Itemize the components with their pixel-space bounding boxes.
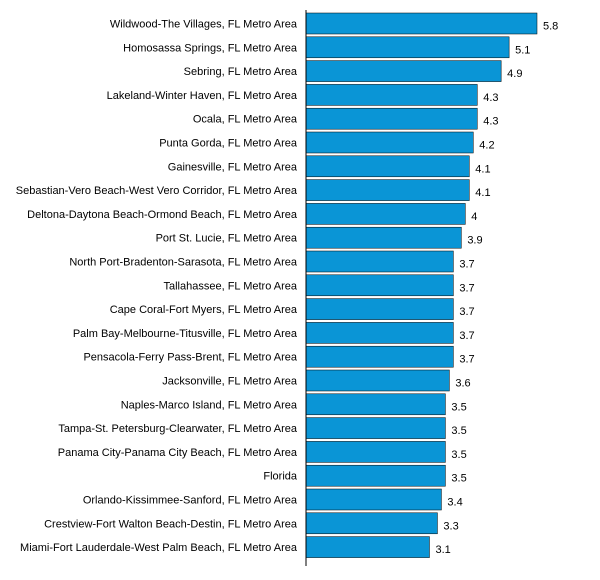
category-label: Punta Gorda, FL Metro Area <box>159 138 298 150</box>
category-label: Palm Bay-Melbourne-Titusville, FL Metro … <box>73 328 298 340</box>
bar <box>305 322 454 344</box>
category-label: Sebring, FL Metro Area <box>184 66 298 78</box>
bar <box>305 536 430 558</box>
bar <box>305 131 474 154</box>
value-label: 3.5 <box>451 425 466 437</box>
bar <box>305 12 538 35</box>
category-label: Panama City-Panama City Beach, FL Metro … <box>58 447 298 459</box>
value-label: 3.6 <box>455 378 470 390</box>
bar <box>305 369 450 392</box>
bar <box>305 60 502 82</box>
bar <box>305 393 446 416</box>
value-label: 3.7 <box>459 330 474 342</box>
value-label: 5.1 <box>515 44 530 56</box>
value-label: 3.7 <box>459 259 474 271</box>
bar <box>305 464 446 487</box>
category-label: Port St. Lucie, FL Metro Area <box>156 233 298 245</box>
bar <box>305 107 478 130</box>
value-label: 3.5 <box>451 449 466 461</box>
category-label: North Port-Bradenton-Sarasota, FL Metro … <box>69 257 298 269</box>
category-label: Naples-Marco Island, FL Metro Area <box>121 399 298 411</box>
value-label: 4.1 <box>475 187 490 199</box>
bar <box>305 84 478 106</box>
bar <box>305 417 446 439</box>
category-label: Wildwood-The Villages, FL Metro Area <box>110 19 298 31</box>
value-label: 3.7 <box>459 354 474 366</box>
category-label: Orlando-Kissimmee-Sanford, FL Metro Area <box>83 495 298 507</box>
value-label: 3.3 <box>443 520 458 532</box>
bar <box>305 36 510 59</box>
value-label: 4.9 <box>507 68 522 80</box>
category-label: Tallahassee, FL Metro Area <box>164 280 298 292</box>
bar <box>305 274 454 297</box>
category-label: Florida <box>263 471 298 483</box>
value-label: 3.9 <box>467 235 482 247</box>
category-label: Cape Coral-Fort Myers, FL Metro Area <box>110 304 298 316</box>
category-label: Sebastian-Vero Beach-West Vero Corridor,… <box>16 185 298 197</box>
value-label: 3.4 <box>447 497 462 509</box>
category-label: Lakeland-Winter Haven, FL Metro Area <box>107 90 298 102</box>
value-label: 4.3 <box>483 92 498 104</box>
value-label: 4.1 <box>475 163 490 175</box>
bar <box>305 298 454 320</box>
bar <box>305 179 470 201</box>
value-label: 4 <box>471 211 477 223</box>
category-label: Ocala, FL Metro Area <box>193 114 298 126</box>
bar <box>305 441 446 463</box>
category-label: Homosassa Springs, FL Metro Area <box>123 42 298 54</box>
value-label: 4.2 <box>479 140 494 152</box>
category-label: Miami-Fort Lauderdale-West Palm Beach, F… <box>20 542 298 554</box>
value-label: 3.7 <box>459 306 474 318</box>
value-label: 4.3 <box>483 116 498 128</box>
bar <box>305 488 442 511</box>
bar <box>305 250 454 273</box>
value-label: 5.8 <box>543 21 558 33</box>
bar <box>305 345 454 368</box>
bar <box>305 512 438 535</box>
category-label: Deltona-Daytona Beach-Ormond Beach, FL M… <box>27 209 298 221</box>
category-label: Crestview-Fort Walton Beach-Destin, FL M… <box>44 518 298 530</box>
value-label: 3.5 <box>451 401 466 413</box>
category-label: Jacksonville, FL Metro Area <box>162 376 298 388</box>
category-label: Tampa-St. Petersburg-Clearwater, FL Metr… <box>58 423 298 435</box>
value-label: 3.7 <box>459 282 474 294</box>
bar <box>305 155 470 178</box>
category-label: Pensacola-Ferry Pass-Brent, FL Metro Are… <box>83 352 297 364</box>
value-label: 3.1 <box>435 544 450 556</box>
value-label: 3.5 <box>451 473 466 485</box>
bar <box>305 226 462 249</box>
category-label: Gainesville, FL Metro Area <box>168 161 298 173</box>
bars-layer: Wildwood-The Villages, FL Metro Area 5.8 H… <box>16 12 558 558</box>
bar <box>305 203 466 225</box>
